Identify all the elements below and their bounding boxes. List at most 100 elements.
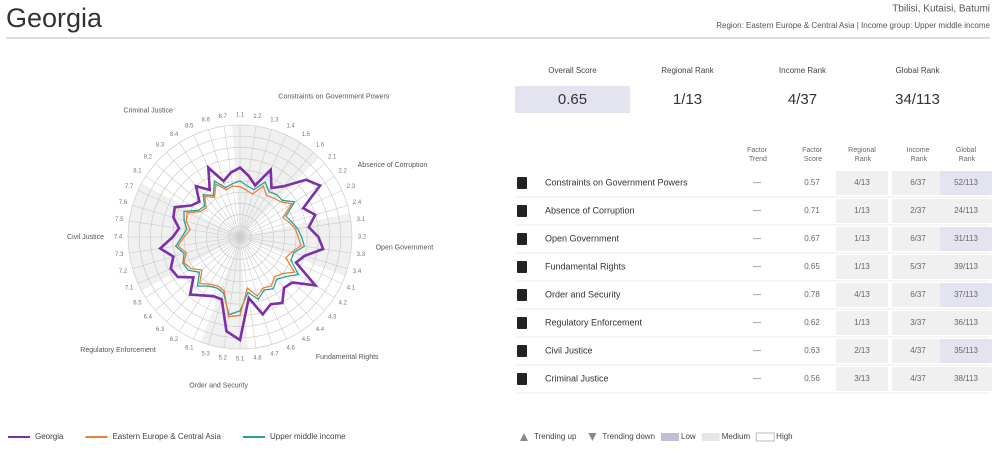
subfactor-label: 2.2 [338,169,347,175]
cell: 4/13 [854,178,870,187]
factor-label: Open Government [376,245,434,252]
medium-swatch [701,433,720,441]
cell: 1/13 [854,234,870,243]
legend-label: Georgia [35,432,64,441]
subfactor-label: 8.4 [170,132,179,138]
rank-cell [940,199,992,223]
cell: — [753,290,761,299]
series-line [177,182,302,318]
spoke [155,236,241,311]
row-icon [517,205,527,217]
subfactor-label: 5.3 [201,352,210,358]
subfactor-label: 4.4 [316,327,325,333]
rank-cell [892,283,944,307]
subfactor-label: 1.5 [302,132,311,138]
subfactor-label: 1.4 [287,124,296,130]
cell: — [753,374,761,383]
summary-highlight [515,86,630,113]
cities: Tbilisi, Kutaisi, Batumi [892,4,990,15]
cell: 3/13 [854,374,870,383]
rank-cell [836,255,888,279]
spoke [129,236,241,254]
rank-cell [836,199,888,223]
spoke [208,129,241,238]
subfactor-label: 7.7 [125,184,134,190]
factor-name: Civil Justice [545,345,593,355]
rank-cell [940,339,992,363]
cell: 0.67 [804,234,820,243]
column-header: Factor Trend [747,147,768,163]
cell: 6/37 [910,290,926,299]
cell: 0.71 [804,206,820,215]
row-icon [517,261,527,273]
rank-cell [836,311,888,335]
subfactor-label: 3.1 [357,217,366,223]
high-swatch [755,432,775,442]
factor-label: Constraints on Government Powers [278,93,389,100]
rank-cell [836,227,888,251]
spoke [239,190,343,238]
low-swatch [661,433,680,441]
sector-shade [240,213,352,277]
spoke [137,190,241,238]
subfactor-label: 7.4 [114,235,123,241]
subfactor-label: 5.2 [218,355,227,361]
row-icon [517,233,527,245]
cell: 6/37 [910,234,926,243]
legend-label: Medium [722,432,751,441]
rank-cell [940,283,992,307]
spoke [239,236,301,332]
summary-label: Overall Score [548,66,597,75]
subfactor-label: 3.2 [358,235,367,241]
spoke [239,205,348,238]
factor-name: Fundamental Rights [545,261,626,271]
spoke [239,236,335,298]
legend-label: Trending up [534,432,577,441]
subfactor-label: 3.3 [357,252,366,258]
subfactor-label: 1.3 [270,118,279,124]
cell: 4/13 [854,290,870,299]
cell: 31/113 [954,234,978,243]
subfactor-label: 6.4 [144,314,153,320]
cell: 2/37 [910,206,926,215]
legend-label: Low [681,432,696,441]
subfactor-label: 7.2 [119,269,128,275]
summary-value: 4/37 [788,91,817,108]
spoke [223,126,241,238]
cell: 1/13 [854,262,870,271]
rank-cell [892,171,944,195]
cell: — [753,178,761,187]
factor-name: Criminal Justice [545,373,609,383]
spoke [145,176,241,238]
cell: — [753,346,761,355]
summary-label: Regional Rank [661,66,714,75]
cell: 0.62 [804,318,820,327]
factor-name: Order and Security [545,289,621,299]
cell: 37/113 [954,290,978,299]
subfactor-label: 2.4 [353,200,362,206]
country-title: Georgia [6,3,103,33]
cell: 38/113 [954,374,978,383]
cell: 36/113 [954,318,978,327]
summary-value: 1/13 [673,91,702,108]
legend-label: High [776,432,792,441]
row-icon [517,317,527,329]
subfactor-label: 7.3 [115,252,124,258]
rank-cell [836,283,888,307]
subfactor-label: 7.5 [115,217,124,223]
rank-cell [892,311,944,335]
subfactor-label: 4.8 [253,355,262,361]
subfactor-label: 6.5 [133,301,142,307]
subfactor-label: 4.2 [338,301,347,307]
rank-cell [940,171,992,195]
rank-cell [836,171,888,195]
subfactor-label: 1.1 [236,113,245,119]
factor-label: Criminal Justice [123,108,173,115]
spoke [155,163,241,238]
cell: 6/37 [910,178,926,187]
cell: 0.78 [804,290,820,299]
cell: — [753,318,761,327]
legend-label: Upper middle income [270,432,346,441]
subfactor-label: 6.3 [156,327,165,333]
cell: 4/37 [910,374,926,383]
